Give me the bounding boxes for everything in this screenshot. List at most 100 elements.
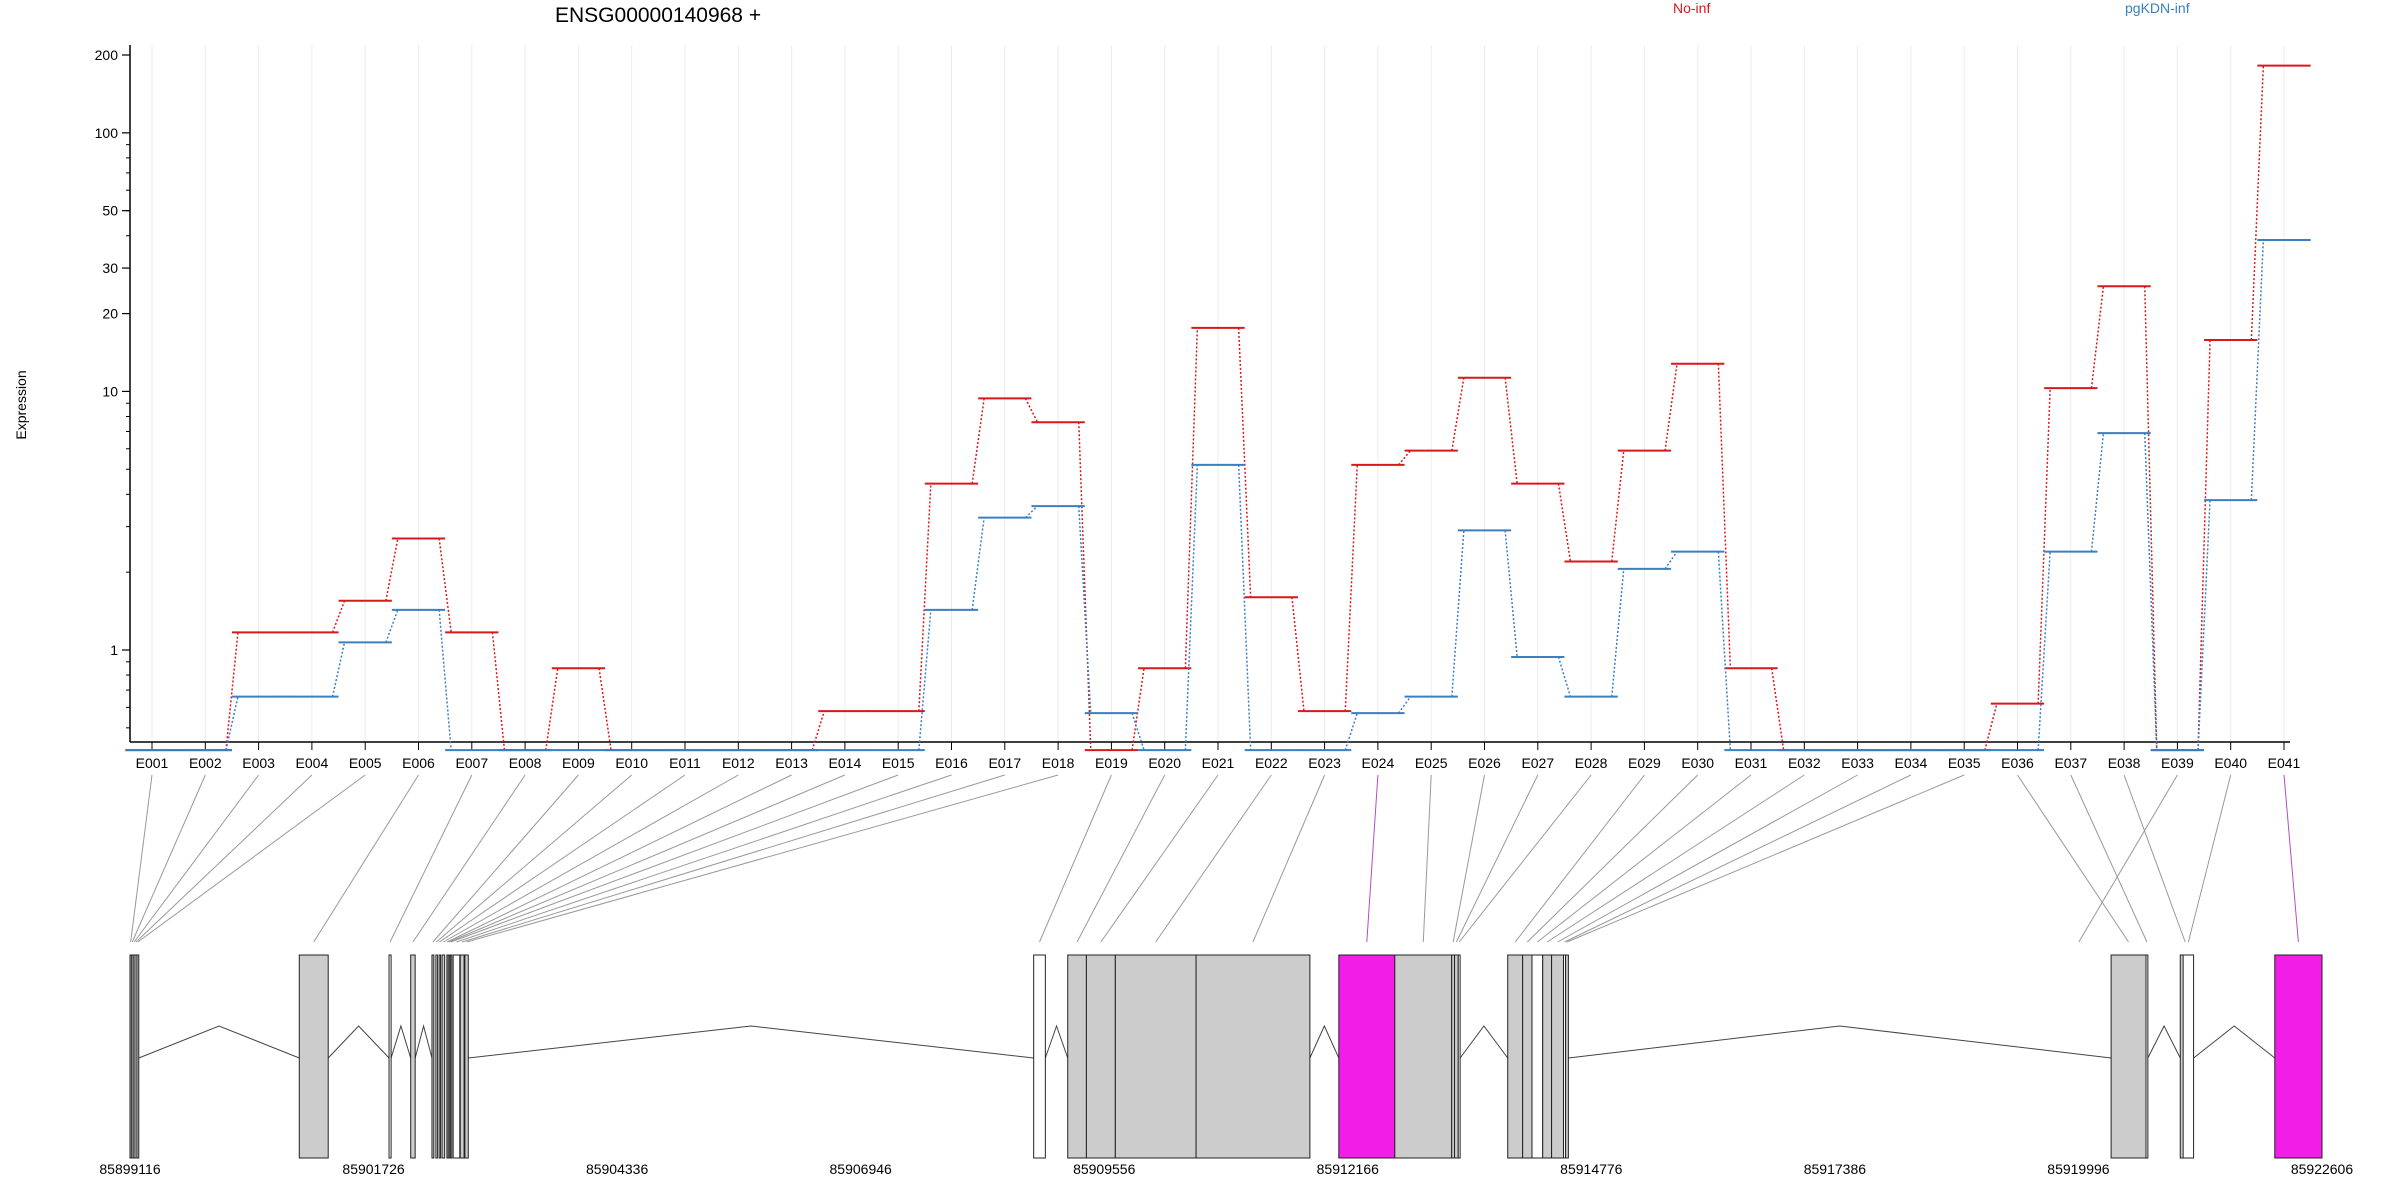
- series-connector: [385, 538, 399, 601]
- series-connector: [545, 668, 559, 751]
- series-connector: [1984, 703, 1998, 751]
- exon-label: E015: [882, 755, 915, 771]
- exon-label: E018: [1042, 755, 1075, 771]
- exon-box: [388, 954, 392, 1159]
- exon-connector-lines: [130, 774, 2299, 943]
- series-connector: [2144, 433, 2158, 751]
- series-connector: [225, 696, 239, 751]
- exon-box: [2145, 954, 2149, 1159]
- series-connector: [2197, 500, 2211, 751]
- exon-box: [1454, 954, 1459, 1159]
- exon-axis: E001 E002 E003 E004 E005 E006 E007 E008 E009 E010…: [130, 741, 2301, 771]
- exon-label: E004: [296, 755, 329, 771]
- genomic-tick-label: 85899116: [99, 1161, 160, 1177]
- exon-label: E024: [1362, 755, 1395, 771]
- exon-box: [431, 954, 435, 1159]
- exon-connector: [137, 774, 366, 943]
- exon-box: [1394, 954, 1453, 1159]
- series-connector: [331, 642, 346, 697]
- series-connector: [1237, 464, 1252, 751]
- exon-label: E023: [1308, 755, 1341, 771]
- exon-connector: [412, 774, 526, 943]
- genomic-tick-label: 85901726: [342, 1161, 405, 1177]
- exon-connector: [1422, 774, 1432, 943]
- series-connector: [1184, 464, 1199, 751]
- series-connector: [2144, 286, 2158, 751]
- y-tick-label: 20: [102, 306, 118, 322]
- genomic-tick-label: 85914776: [1560, 1161, 1623, 1177]
- y-tick-label: 10: [102, 383, 118, 399]
- exon-connector: [1514, 774, 1645, 943]
- exon-connector: [1076, 774, 1166, 943]
- exon-connector: [133, 774, 260, 943]
- intron-line: [2147, 1024, 2181, 1059]
- series-connector: [1397, 696, 1412, 714]
- series-connector: [598, 668, 612, 751]
- exon-connector: [1366, 774, 1379, 943]
- exon-label: E022: [1255, 755, 1288, 771]
- y-tick-label: 50: [102, 203, 118, 219]
- exon-connector: [1566, 774, 1965, 943]
- exon-box: [2274, 954, 2323, 1159]
- genomic-tick-label: 85909556: [1073, 1161, 1136, 1177]
- series-connector: [225, 632, 239, 751]
- exon-box: [1565, 954, 1569, 1159]
- genomic-tick-label: 85922606: [2291, 1161, 2354, 1177]
- exon-label: E027: [1521, 755, 1554, 771]
- series-connector: [2090, 433, 2105, 552]
- exon-box: [1551, 954, 1565, 1159]
- series-connector: [1717, 551, 1732, 751]
- exon-box: [459, 954, 465, 1159]
- exon-box: [1531, 954, 1544, 1159]
- exon-box: [1114, 954, 1197, 1159]
- series-connector: [971, 398, 985, 484]
- legend-entry-pgkdn-inf: pgKDN-inf: [2125, 0, 2190, 16]
- exon-label: E005: [349, 755, 382, 771]
- exon-connector: [448, 774, 846, 943]
- exon-box: [1085, 954, 1116, 1159]
- exon-label: E006: [402, 755, 435, 771]
- intron-line: [1459, 1025, 1509, 1059]
- exon-box: [438, 954, 442, 1159]
- exon-label: E037: [2054, 755, 2087, 771]
- exon-connector: [436, 774, 633, 943]
- series-connector: [1024, 398, 1039, 423]
- exon-label: E020: [1148, 755, 1181, 771]
- series-connector: [1131, 712, 1145, 751]
- exon-connector: [443, 774, 739, 943]
- series-connector: [1611, 568, 1625, 697]
- exon-label: E038: [2108, 755, 2141, 771]
- exon-label: E035: [1948, 755, 1981, 771]
- exon-connector: [1546, 774, 1805, 943]
- intron-line: [1309, 1024, 1340, 1059]
- series-connector: [1078, 422, 1092, 751]
- series-connector: [1504, 377, 1518, 484]
- exon-label: E009: [562, 755, 595, 771]
- series-connector: [1504, 530, 1518, 658]
- exon-box: [410, 954, 416, 1159]
- exon-box: [441, 954, 446, 1159]
- exon-connector: [1100, 774, 1219, 943]
- exon-connector: [1458, 774, 1592, 943]
- series-connector: [2090, 286, 2105, 389]
- expression-series: [125, 64, 2311, 752]
- exon-label: E010: [615, 755, 648, 771]
- exon-label: E034: [1895, 755, 1928, 771]
- exon-label: E019: [1095, 755, 1128, 771]
- series-connector: [1184, 327, 1199, 669]
- exon-label: E033: [1841, 755, 1874, 771]
- exon-label: E017: [988, 755, 1021, 771]
- exon-connector: [1557, 774, 1858, 943]
- genomic-tick-label: 85912166: [1317, 1161, 1380, 1177]
- legend-entry-no-inf: No-inf: [1673, 0, 1710, 16]
- series-connector: [1717, 363, 1732, 669]
- exon-box: [136, 954, 140, 1159]
- intron-line: [1568, 1025, 2112, 1059]
- exon-connector: [1452, 774, 1485, 943]
- series-connector: [1664, 551, 1678, 570]
- genomic-coordinate-axis: 85899116 85901726 85904336 85906946 85909556…: [99, 1161, 2353, 1177]
- exon-connector: [462, 774, 1005, 943]
- exon-connector: [130, 774, 153, 943]
- series-connector: [1451, 377, 1465, 451]
